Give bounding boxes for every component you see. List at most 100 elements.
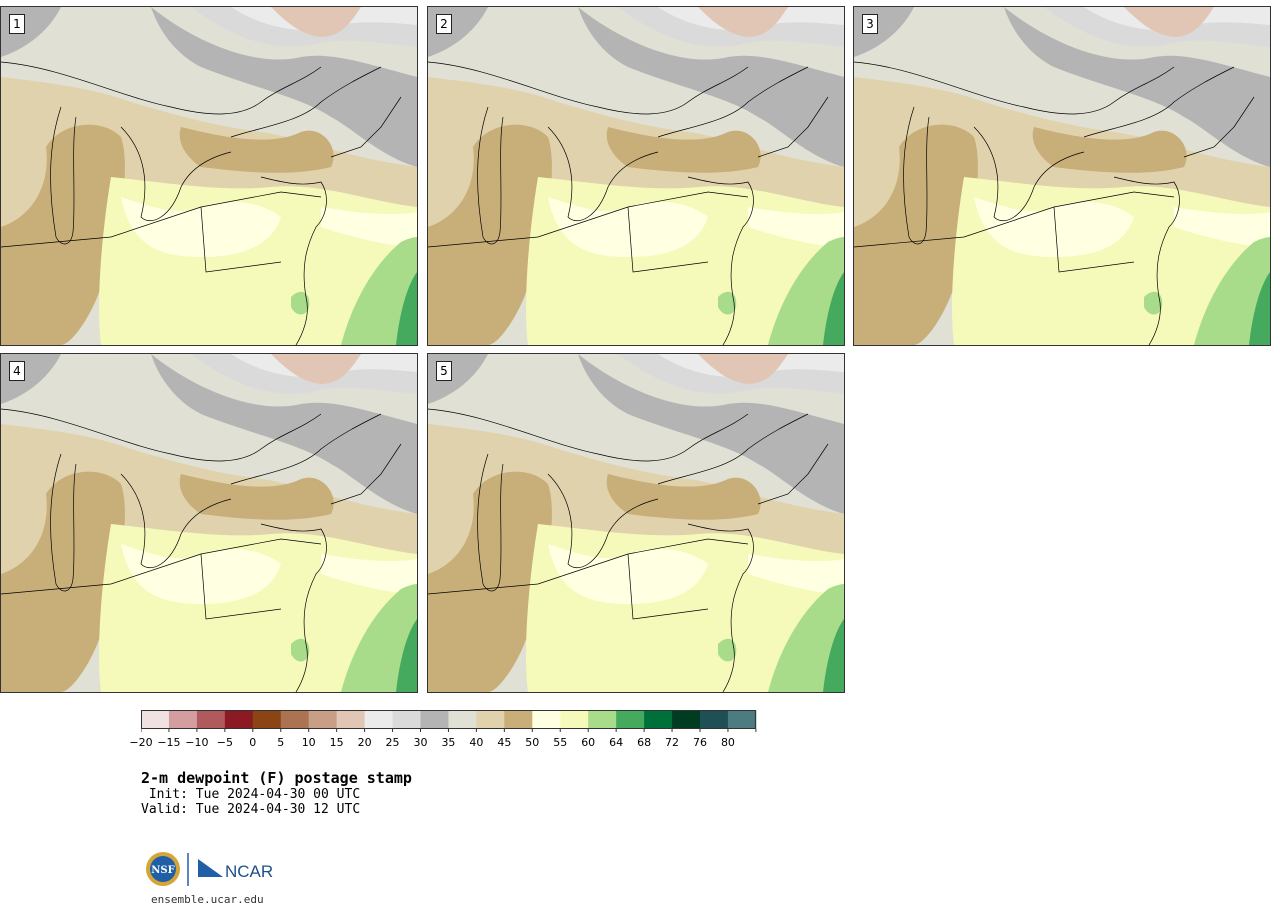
colorbar-swatch — [392, 710, 421, 729]
colorbar-tick-label: 50 — [525, 736, 540, 749]
boundary-line — [627, 553, 709, 620]
boundary-line — [854, 61, 1175, 115]
colorbar-tick-label: 5 — [277, 736, 285, 749]
region-64 — [823, 272, 844, 345]
region-60-bay — [291, 638, 310, 662]
boundary-line — [120, 473, 232, 569]
colorbar-tick-label: 72 — [665, 736, 680, 749]
colorbar-tick-label: 60 — [581, 736, 596, 749]
panel-number-2: 2 — [436, 14, 452, 34]
region-45-lakes — [1032, 127, 1187, 173]
region-30 — [151, 354, 417, 514]
colorbar-swatch — [700, 710, 729, 729]
region-50-east — [321, 554, 417, 594]
boundary-line — [428, 61, 749, 115]
colorbar-swatch — [224, 710, 254, 729]
colorbar-swatch — [504, 710, 533, 729]
colorbar-tick-label: −5 — [216, 736, 233, 749]
boundary-line — [477, 106, 504, 245]
colorbar-tick-label: −20 — [129, 736, 153, 749]
colorbar-tick-label: −15 — [157, 736, 181, 749]
dewpoint-map-5 — [428, 354, 844, 692]
region-60 — [341, 584, 417, 692]
region-60 — [768, 237, 844, 345]
colorbar-tick-label: 64 — [609, 736, 624, 749]
site-url: ensemble.ucar.edu — [151, 893, 264, 906]
colorbar-tick-label: 20 — [357, 736, 372, 749]
colorbar-tick-label: 45 — [497, 736, 512, 749]
map-panel-4: 4 — [0, 353, 418, 693]
boundary-line — [120, 126, 232, 222]
region-50 — [121, 197, 281, 257]
colorbar-swatch — [420, 710, 449, 729]
boundary-line — [260, 523, 327, 692]
region-15 — [698, 354, 788, 384]
region-50-east — [1174, 207, 1270, 247]
valid-time: Valid: Tue 2024-04-30 12 UTC — [141, 802, 361, 817]
colorbar-tick-label: 76 — [693, 736, 707, 749]
region-60-bay — [291, 291, 310, 315]
colorbar-border — [141, 710, 756, 729]
colorbar-tick-label: 35 — [441, 736, 456, 749]
boundary-line — [547, 473, 659, 569]
region-50 — [974, 197, 1134, 257]
colorbar-swatch — [168, 710, 198, 729]
boundary-line — [657, 413, 809, 485]
colorbar-tick-label: 40 — [469, 736, 484, 749]
colorbar-swatch — [280, 710, 310, 729]
region-64 — [823, 619, 844, 692]
dewpoint-map-2 — [428, 7, 844, 345]
region-45-lakes — [606, 127, 761, 173]
region-15 — [271, 7, 361, 37]
map-panel-1: 1 — [0, 6, 418, 346]
colorbar-swatch — [308, 710, 338, 729]
boundary-line — [687, 176, 754, 345]
boundary-line — [428, 408, 749, 462]
boundary-line — [1083, 66, 1235, 138]
colorbar-swatch — [532, 710, 561, 729]
dewpoint-map-3 — [854, 7, 1270, 345]
colorbar-swatch — [616, 710, 645, 729]
region-60 — [768, 584, 844, 692]
dewpoint-map-4 — [1, 354, 417, 692]
map-panel-3: 3 — [853, 6, 1271, 346]
region-45 — [854, 124, 978, 345]
init-time: Init: Tue 2024-04-30 00 UTC — [141, 787, 361, 802]
region-60 — [341, 237, 417, 345]
boundary-line — [230, 66, 382, 138]
region-15 — [1124, 7, 1214, 37]
boundary-line — [1053, 206, 1135, 273]
region-30 — [578, 354, 844, 514]
boundary-line — [657, 66, 809, 138]
region-64 — [396, 619, 417, 692]
colorbar-tick-label: 30 — [413, 736, 428, 749]
panel-number-4: 4 — [9, 361, 25, 381]
panel-number-1: 1 — [9, 14, 25, 34]
region-45-lakes — [179, 474, 334, 520]
region-60-bay — [718, 291, 737, 315]
colorbar-tick-label: 0 — [249, 736, 257, 749]
boundary-line — [1, 61, 322, 115]
region-60 — [1194, 237, 1270, 345]
region-45 — [1, 124, 125, 345]
region-45 — [428, 471, 552, 692]
colorbar-swatch — [644, 710, 673, 729]
region-45 — [1, 471, 125, 692]
region-45 — [428, 124, 552, 345]
boundary-line — [547, 126, 659, 222]
colorbar-swatch — [336, 710, 365, 729]
colorbar-swatch — [727, 710, 757, 729]
colorbar-tick-label: 55 — [553, 736, 568, 749]
colorbar-tick-label: 80 — [720, 736, 735, 749]
colorbar-swatch — [672, 710, 701, 729]
boundary-line — [260, 176, 327, 345]
boundary-line — [230, 413, 382, 485]
region-64 — [1249, 272, 1270, 345]
colorbar-tick-label: 10 — [301, 736, 316, 749]
colorbar-tick-label: −10 — [185, 736, 209, 749]
colorbar-tick-label: 68 — [637, 736, 652, 749]
colorbar-tick-label: 15 — [329, 736, 344, 749]
region-45-lakes — [606, 474, 761, 520]
region-50-east — [748, 554, 844, 594]
colorbar-swatch — [252, 710, 282, 729]
